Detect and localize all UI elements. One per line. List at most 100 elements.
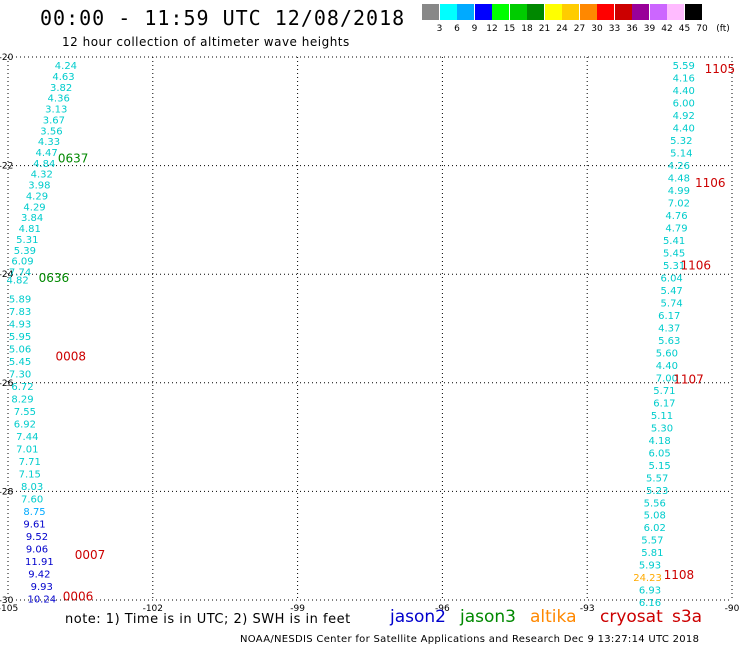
scale-label: 3 [436,24,443,34]
wave-height-point: 4.92 [673,111,695,122]
wave-height-point: 5.45 [9,357,31,368]
wave-height-point: 7.02 [668,199,690,210]
satellite-s3a: s3a [672,607,703,627]
wave-height-point: 7.30 [9,370,31,381]
wave-height-point: 3.84 [21,213,43,224]
scale-label: 33 [608,24,621,34]
chart-subtitle: 12 hour collection of altimeter wave hei… [62,35,350,49]
wave-height-point: 4.40 [656,361,678,372]
scale-label: 30 [591,24,603,34]
wave-height-point: 6.92 [14,420,36,431]
x-tick-label: -102 [143,604,163,614]
chart-title: 00:00 - 11:59 UTC 12/08/2018 [40,6,406,30]
time-label: 1106 [695,176,726,190]
wave-height-point: 6.17 [658,311,680,322]
x-tick-label: -90 [725,604,740,614]
wave-height-point: 5.57 [641,536,663,547]
wave-height-point: 5.63 [658,336,680,347]
wave-height-point: 8.29 [11,395,33,406]
wave-height-point: 5.56 [644,498,666,509]
scale-label: 9 [471,24,478,34]
scale-swatch [457,4,474,20]
scale-label: 24 [556,24,568,34]
wave-height-point: 9.52 [26,532,48,543]
wave-height-point: 4.32 [31,170,53,181]
time-label: 1106 [681,258,712,272]
wave-height-point: 5.60 [656,348,678,359]
time-label: 0636 [39,271,70,285]
wave-height-point: 3.82 [50,83,72,94]
scale-label: 70 [696,24,708,34]
scale-label: 6 [454,24,460,34]
wave-height-point: 7.55 [14,407,36,418]
satellite-jason2: jason2 [390,607,446,627]
wave-height-point: 5.06 [9,345,31,356]
wave-height-point: 6.93 [639,586,661,597]
wave-height-point: 6.04 [661,273,683,284]
wave-height-point: 4.29 [23,202,45,213]
wave-height-point: 5.23 [646,486,668,497]
y-tick-label: -28 [0,487,14,497]
wave-height-point: 6.16 [639,598,661,609]
wave-height-point: 9.06 [26,544,48,555]
time-label: 1107 [673,372,704,386]
wave-height-point: 5.39 [14,246,36,257]
scale-swatch [562,4,579,20]
wave-height-point: 9.61 [23,519,45,530]
wave-height-point: 4.24 [55,61,77,72]
wave-height-point: 4.99 [668,186,690,197]
wave-height-point: 5.89 [9,295,31,306]
time-label: 1105 [705,62,736,76]
y-tick-label: -30 [0,596,14,606]
wave-height-point: 4.81 [19,224,41,235]
wave-height-point: 5.74 [661,298,683,309]
wave-height-point: 4.29 [26,191,48,202]
wave-height-point: 5.71 [653,386,675,397]
wave-height-point: 7.74 [9,267,31,278]
x-tick-label: -105 [0,604,18,614]
wave-height-point: 5.93 [639,561,661,572]
wave-height-point: 7.01 [16,445,38,456]
scale-swatch [684,4,702,20]
wave-height-point: 5.11 [651,411,673,422]
wave-height-point: 6.00 [673,99,695,110]
wave-height-point: 4.18 [648,436,670,447]
scale-label: 45 [678,24,691,34]
wave-height-point: 5.08 [644,511,666,522]
scale-swatch [544,4,562,20]
time-label: 0637 [58,151,89,165]
time-label: 0007 [75,548,106,562]
wave-height-point: 4.84 [33,159,55,170]
x-tick-label: -99 [290,604,305,614]
wave-height-point: 3.67 [43,115,65,126]
wave-height-point: 5.57 [646,473,668,484]
wave-height-point: 4.79 [665,224,687,235]
y-tick-label: -22 [0,162,13,172]
x-tick-label: -93 [580,604,595,614]
scale-label: (ft) [716,24,730,34]
wave-height-point: 4.93 [9,320,31,331]
satellite-altika: altika [530,607,577,627]
wave-height-point: 5.95 [9,332,31,343]
wave-height-point: 5.47 [661,286,683,297]
wave-height-point: 4.47 [35,148,57,159]
wave-height-point: 4.16 [673,74,695,85]
y-tick-label: -24 [0,270,14,280]
wave-height-point: 4.82 [7,276,29,287]
wave-height-point: 7.71 [19,457,41,468]
y-tick-label: -26 [0,379,14,389]
scale-swatch [597,4,614,20]
scale-swatch [649,4,667,20]
wave-height-point: 3.56 [40,126,62,137]
wave-height-point: 8.75 [23,507,45,518]
scale-swatch [439,4,457,20]
wave-height-point: 7.83 [9,307,31,318]
wave-height-point: 5.41 [663,236,685,247]
wave-height-point: 4.40 [673,124,695,135]
wave-height-point: 5.81 [641,548,663,559]
wave-height-point: 4.48 [668,174,690,185]
wave-height-point: 6.72 [11,382,33,393]
wave-height-point: 5.45 [663,248,685,259]
wave-height-point: 6.02 [644,523,666,534]
